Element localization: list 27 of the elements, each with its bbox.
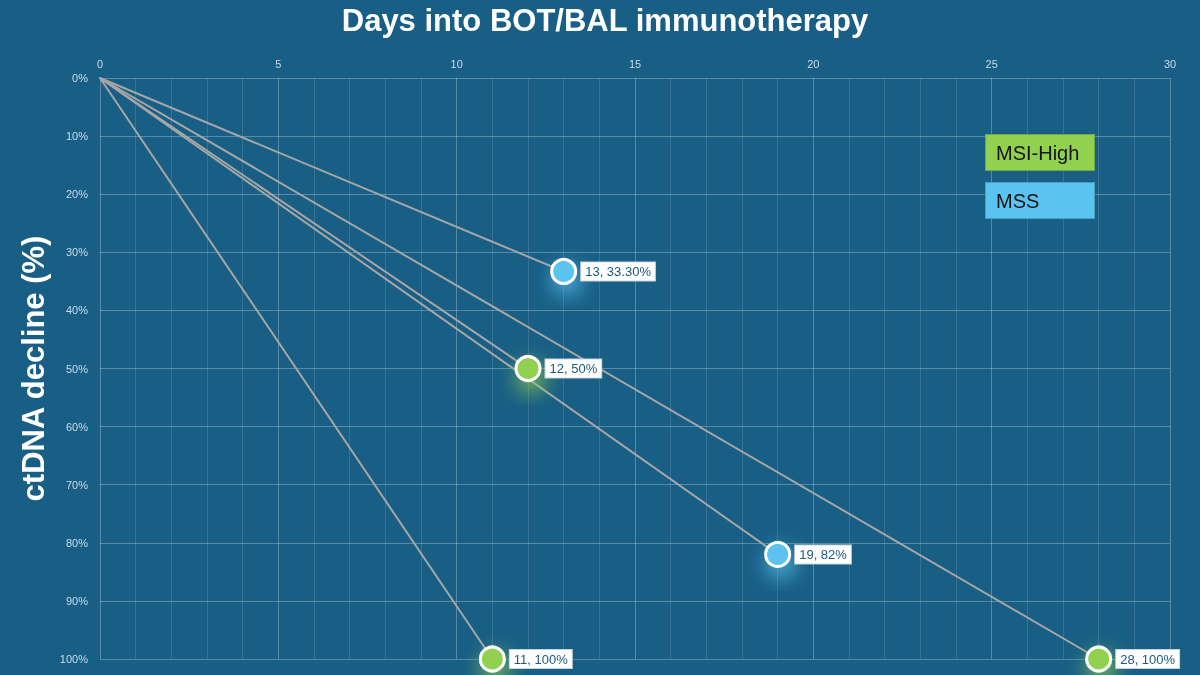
x-tick-label: 10 bbox=[450, 57, 463, 70]
x-tick-label: 30 bbox=[1163, 57, 1177, 70]
y-tick-label: 50% bbox=[65, 362, 89, 375]
x-tick-label: 0 bbox=[96, 57, 104, 70]
x-axis-title: Days into BOT/BAL immunotherapy bbox=[341, 3, 869, 38]
y-tick-label: 60% bbox=[65, 420, 89, 433]
text: MSS bbox=[996, 189, 1040, 212]
data-label: 12, 50% bbox=[549, 361, 598, 376]
x-tick-label: 15 bbox=[628, 57, 642, 70]
data-label: 13, 33.30% bbox=[585, 263, 652, 279]
y-tick-label: 80% bbox=[65, 536, 89, 549]
data-label: 19, 82% bbox=[799, 546, 848, 562]
x-tick-label: 5 bbox=[275, 57, 282, 70]
x-tick-label: 25 bbox=[985, 57, 998, 70]
y-tick-label: 10% bbox=[65, 130, 89, 143]
x-tick-label: 20 bbox=[807, 57, 820, 70]
text: MSI-High bbox=[996, 141, 1080, 164]
y-tick-label: 0% bbox=[72, 72, 89, 84]
y-tick-label: 90% bbox=[65, 594, 89, 607]
data-label: 28, 100% bbox=[1120, 651, 1176, 667]
y-tick-label: 100% bbox=[59, 653, 89, 665]
y-tick-label: 30% bbox=[65, 246, 89, 259]
data-label: 11, 100% bbox=[513, 651, 569, 667]
y-tick-label: 70% bbox=[65, 478, 89, 491]
y-tick-label: 40% bbox=[65, 304, 89, 317]
y-tick-label: 20% bbox=[65, 188, 89, 201]
y-axis-title: ctDNA decline (%) bbox=[15, 235, 51, 502]
